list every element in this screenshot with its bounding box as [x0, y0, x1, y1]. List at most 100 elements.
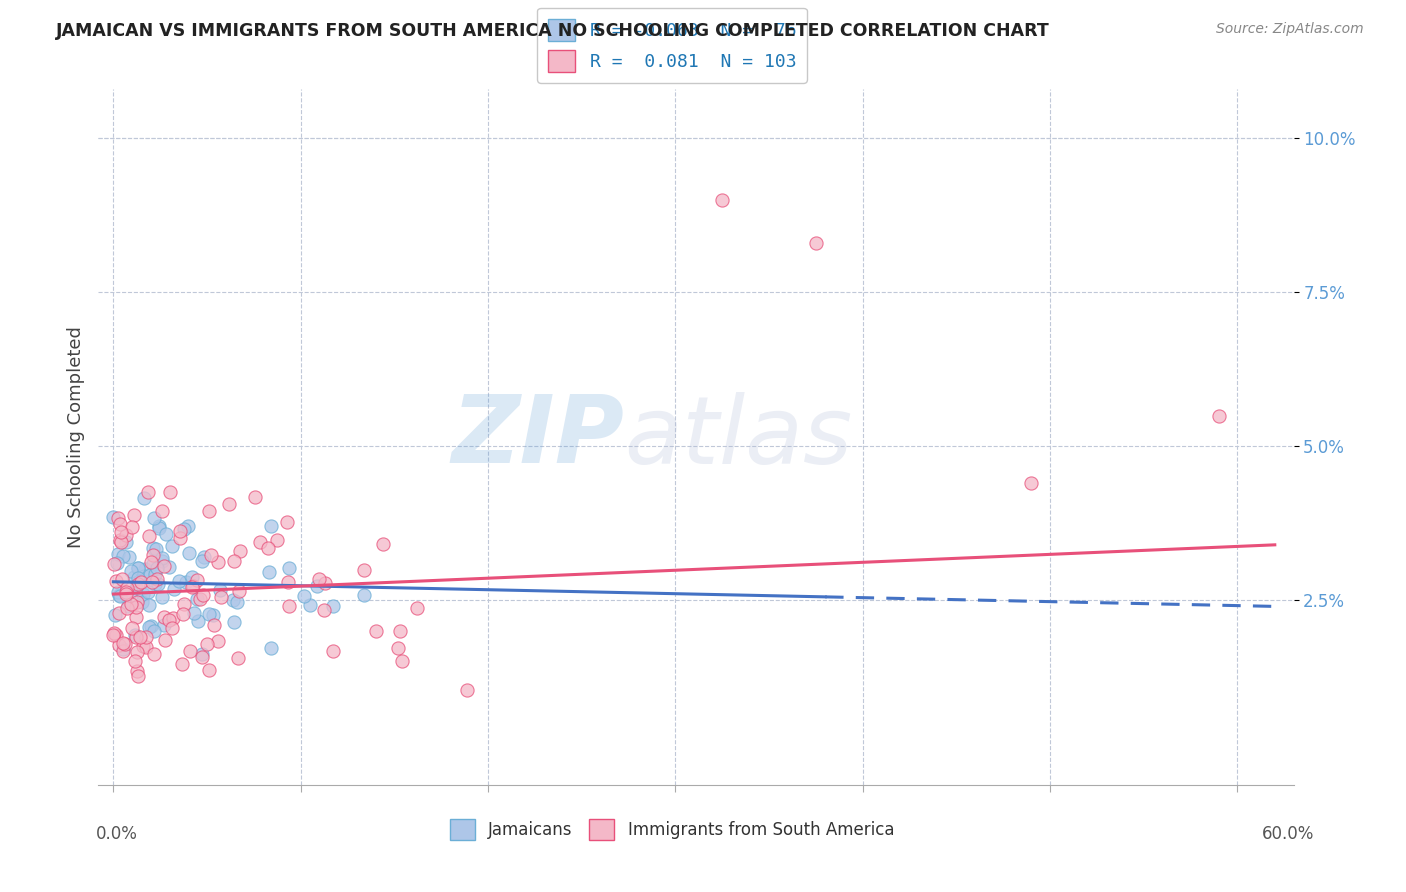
Point — [124, 627, 146, 641]
Point — [266, 533, 288, 547]
Point — [143, 624, 166, 638]
Point — [405, 600, 427, 615]
Point — [1019, 476, 1042, 491]
Point — [155, 526, 177, 541]
Point — [121, 520, 143, 534]
Point — [107, 588, 129, 602]
Point — [112, 636, 135, 650]
Point — [364, 624, 387, 638]
Text: JAMAICAN VS IMMIGRANTS FROM SOUTH AMERICA NO SCHOOLING COMPLETED CORRELATION CHA: JAMAICAN VS IMMIGRANTS FROM SOUTH AMERIC… — [56, 22, 1050, 40]
Point — [125, 610, 148, 624]
Point — [224, 615, 246, 630]
Point — [191, 650, 214, 665]
Y-axis label: No Schooling Completed: No Schooling Completed — [66, 326, 84, 548]
Point — [141, 575, 163, 590]
Point — [170, 657, 193, 671]
Point — [153, 610, 176, 624]
Point — [142, 511, 165, 525]
Point — [260, 641, 283, 656]
Point — [115, 528, 138, 542]
Point — [198, 607, 221, 621]
Point — [111, 572, 134, 586]
Point — [139, 555, 162, 569]
Point — [180, 580, 202, 594]
Point — [105, 628, 128, 642]
Point — [177, 519, 200, 533]
Point — [108, 517, 131, 532]
Point — [125, 600, 148, 615]
Point — [174, 575, 197, 590]
Point — [249, 535, 271, 549]
Point — [138, 485, 160, 500]
Point — [183, 606, 205, 620]
Point — [124, 654, 146, 668]
Point — [122, 570, 145, 584]
Point — [277, 575, 299, 590]
Point — [187, 614, 209, 628]
Point — [191, 647, 214, 661]
Point — [142, 557, 165, 571]
Point — [276, 516, 298, 530]
Text: ZIP: ZIP — [451, 391, 624, 483]
Point — [132, 639, 155, 653]
Point — [114, 637, 136, 651]
Point — [111, 643, 134, 657]
Point — [180, 570, 202, 584]
Point — [222, 554, 245, 568]
Point — [322, 599, 344, 614]
Point — [150, 551, 173, 566]
Point — [120, 585, 142, 599]
Point — [157, 560, 180, 574]
Point — [153, 559, 176, 574]
Point — [136, 585, 159, 599]
Point — [159, 484, 181, 499]
Point — [148, 521, 170, 535]
Point — [191, 554, 214, 568]
Point — [353, 563, 375, 577]
Point — [157, 613, 180, 627]
Point — [353, 588, 375, 602]
Point — [122, 508, 145, 523]
Point — [103, 628, 125, 642]
Point — [134, 562, 156, 576]
Point — [201, 607, 224, 622]
Text: Source: ZipAtlas.com: Source: ZipAtlas.com — [1216, 22, 1364, 37]
Point — [292, 590, 315, 604]
Point — [127, 560, 149, 574]
Point — [107, 584, 129, 599]
Point — [169, 574, 191, 588]
Point — [195, 637, 218, 651]
Point — [105, 574, 128, 589]
Point — [226, 594, 249, 608]
Point — [138, 599, 160, 613]
Point — [207, 634, 229, 648]
Point — [143, 566, 166, 581]
Point — [150, 554, 173, 568]
Point — [132, 491, 155, 505]
Point — [177, 546, 200, 560]
Point — [218, 497, 240, 511]
Point — [162, 582, 184, 596]
Point — [312, 602, 335, 616]
Point — [243, 491, 266, 505]
Point — [209, 583, 232, 598]
Point — [229, 544, 252, 558]
Point — [127, 561, 149, 575]
Point — [804, 236, 827, 251]
Point — [193, 550, 215, 565]
Point — [127, 571, 149, 585]
Point — [128, 630, 150, 644]
Point — [169, 531, 191, 545]
Point — [108, 589, 131, 603]
Point — [153, 618, 176, 632]
Point — [108, 606, 131, 620]
Point — [277, 560, 299, 574]
Point — [107, 547, 129, 561]
Point — [141, 618, 163, 632]
Point — [259, 519, 281, 533]
Point — [146, 576, 169, 591]
Point — [108, 638, 131, 652]
Point — [143, 577, 166, 591]
Point — [105, 556, 128, 570]
Point — [125, 665, 148, 679]
